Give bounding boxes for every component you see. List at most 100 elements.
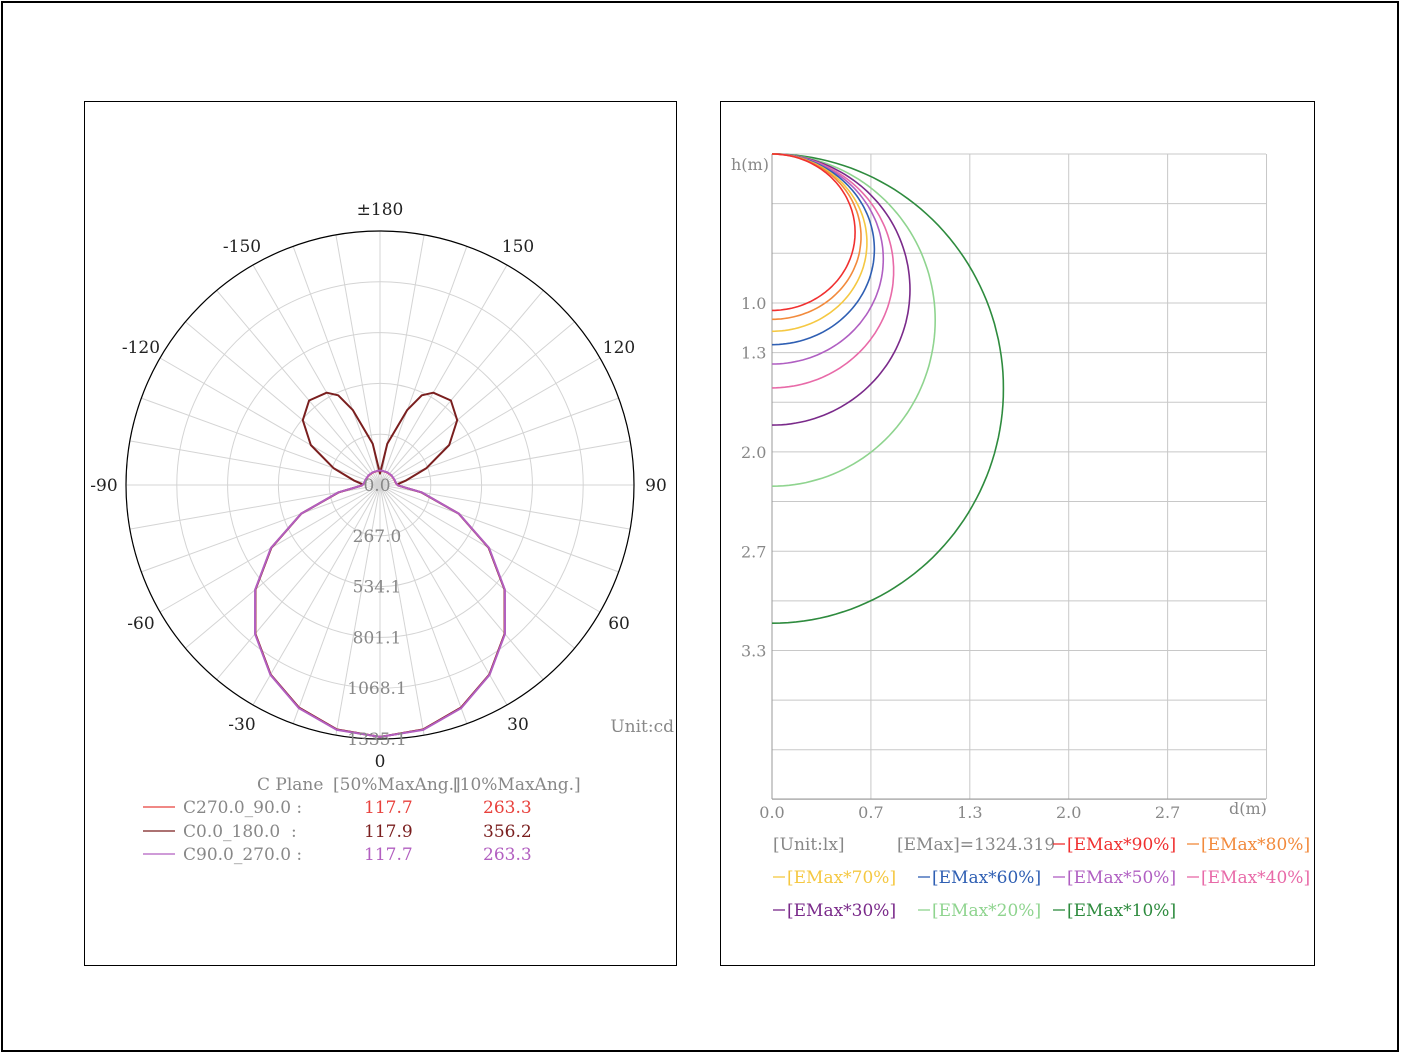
x-tick-label: 0.0 <box>759 803 784 822</box>
radial-tick-label: 534.1 <box>353 578 402 598</box>
y-tick-label: 1.3 <box>741 344 766 363</box>
isolux-curve-[EMax*80%] <box>771 153 862 321</box>
legend-header-tenth: [10%MaxAng.] <box>453 775 581 795</box>
legend-row-half: 117.9 <box>364 822 413 842</box>
x-tick-label: 0.7 <box>858 803 883 822</box>
angle-label: 90 <box>645 476 667 496</box>
polar-curves <box>254 391 506 738</box>
legend-item: [EMax*90%] <box>1067 835 1176 855</box>
radial-tick-label: 0.0 <box>363 476 390 496</box>
angular-spoke <box>379 440 631 486</box>
radial-tick-label: 1335.1 <box>347 730 406 750</box>
angular-spoke <box>185 484 381 649</box>
legend-item: [EMax*50%] <box>1067 868 1176 888</box>
legend-row-name: C90.0_270.0 : <box>183 845 302 865</box>
polar-legend: C Plane [50%MaxAng.] [10%MaxAng.] C270.0… <box>143 775 581 865</box>
x-tick-label: 2.7 <box>1155 803 1180 822</box>
unit-label: Unit:cd <box>610 717 674 737</box>
legend-header-half: [50%MaxAng.] <box>333 775 461 795</box>
isolux-curve-[EMax*70%] <box>771 153 868 333</box>
legend-row-tenth: 263.3 <box>483 798 532 818</box>
angle-label: -150 <box>223 237 261 257</box>
legend-item: [EMax*10%] <box>1067 901 1176 921</box>
legend-row-half: 117.7 <box>364 798 413 818</box>
polar-chart: ±180 150 120 90 60 30 0 -30 -60 -90 -120 -150 0.0 267… <box>90 200 674 865</box>
emax-label: [EMax]=1324.319 <box>897 835 1055 855</box>
angular-spoke <box>379 484 619 573</box>
isolux-axis-labels: 0.0 0.7 1.3 2.0 2.7 1.0 1.3 2.0 2.7 3.3 <box>741 294 1180 822</box>
angular-spoke <box>185 321 381 486</box>
legend-row-half: 117.7 <box>364 845 413 865</box>
angle-label: -120 <box>122 338 160 358</box>
isolux-curve-[EMax*50%] <box>771 153 885 365</box>
isolux-diagram-panel: 0.0 0.7 1.3 2.0 2.7 1.0 1.3 2.0 2.7 3.3 h(m) d(m)… <box>720 101 1315 966</box>
angular-spoke <box>216 290 381 486</box>
legend-row-name: C270.0_90.0 : <box>183 798 302 818</box>
angular-spoke <box>379 484 468 724</box>
x-tick-label: 1.3 <box>957 803 982 822</box>
isolux-legend: [Unit:lx] [EMax]=1324.319 [EMax*90%] [EM… <box>773 835 1310 921</box>
outer-circle <box>125 230 635 740</box>
angular-spoke <box>129 440 381 486</box>
angular-spoke <box>379 397 619 486</box>
legend-item: [EMax*30%] <box>787 901 896 921</box>
angular-spoke <box>379 246 468 486</box>
angular-spoke <box>252 264 381 486</box>
legend-item: [EMax*70%] <box>787 868 896 888</box>
x-axis-title: d(m) <box>1229 799 1267 818</box>
angular-spoke <box>252 484 381 706</box>
legend-row-name: C0.0_180.0 : <box>183 822 297 842</box>
angle-label: -30 <box>228 715 255 735</box>
angular-spoke <box>216 484 381 680</box>
y-tick-label: 3.3 <box>741 641 766 660</box>
polar-grid <box>125 230 635 740</box>
angular-spoke <box>335 484 381 736</box>
isolux-chart: 0.0 0.7 1.3 2.0 2.7 1.0 1.3 2.0 2.7 3.3 h(m) d(m)… <box>731 153 1310 921</box>
polar-diagram-panel: ±180 150 120 90 60 30 0 -30 -60 -90 -120 -150 0.0 267… <box>84 101 677 966</box>
isolux-curve-[EMax*10%] <box>771 153 1005 624</box>
angle-label: 0 <box>375 752 386 772</box>
angular-spoke <box>159 357 381 486</box>
legend-item: [EMax*20%] <box>932 901 1041 921</box>
legend-item: [EMax*60%] <box>932 868 1041 888</box>
angle-label: 60 <box>608 614 630 634</box>
y-axis-title: h(m) <box>731 155 769 174</box>
isolux-grid <box>771 153 1268 800</box>
angle-label: 30 <box>507 715 529 735</box>
legend-row-tenth: 356.2 <box>483 822 532 842</box>
angle-label: -90 <box>90 476 117 496</box>
y-tick-label: 2.7 <box>741 542 766 561</box>
y-tick-label: 2.0 <box>741 443 766 462</box>
angular-spoke <box>379 484 425 736</box>
angular-spoke <box>379 321 575 486</box>
legend-row-tenth: 263.3 <box>483 845 532 865</box>
y-tick-label: 1.0 <box>741 294 766 313</box>
radial-tick-label: 801.1 <box>353 628 402 648</box>
angle-label: -60 <box>127 614 154 634</box>
legend-item: [EMax*80%] <box>1201 835 1310 855</box>
angular-spoke <box>379 484 544 680</box>
angular-spoke <box>292 484 381 724</box>
isolux-curve-[EMax*30%] <box>771 153 911 426</box>
radial-tick-label: 267.0 <box>353 527 402 547</box>
isolux-curves <box>771 153 1005 624</box>
angular-spoke <box>292 246 381 486</box>
angle-label: ±180 <box>357 200 404 220</box>
isolux-curve-[EMax*90%] <box>772 153 856 312</box>
x-tick-label: 2.0 <box>1056 803 1081 822</box>
polar-labels: ±180 150 120 90 60 30 0 -30 -60 -90 -120 -150 0.0 267… <box>90 200 667 772</box>
angular-spoke <box>379 264 508 486</box>
isolux-curve-[EMax*20%] <box>771 153 937 487</box>
angle-label: 120 <box>603 338 635 358</box>
angular-spoke <box>379 484 508 706</box>
isolux-curve-[EMax*40%] <box>771 153 895 389</box>
legend-header-cplane: C Plane <box>257 775 323 795</box>
isolux-curve-[EMax*60%] <box>771 153 876 346</box>
polar-curve-C90.0_270.0 <box>254 469 506 738</box>
legend-item: [EMax*40%] <box>1201 868 1310 888</box>
unit-label: [Unit:lx] <box>773 835 845 855</box>
angular-spoke <box>379 357 601 486</box>
angular-spoke <box>141 484 381 573</box>
angular-spoke <box>379 484 575 649</box>
